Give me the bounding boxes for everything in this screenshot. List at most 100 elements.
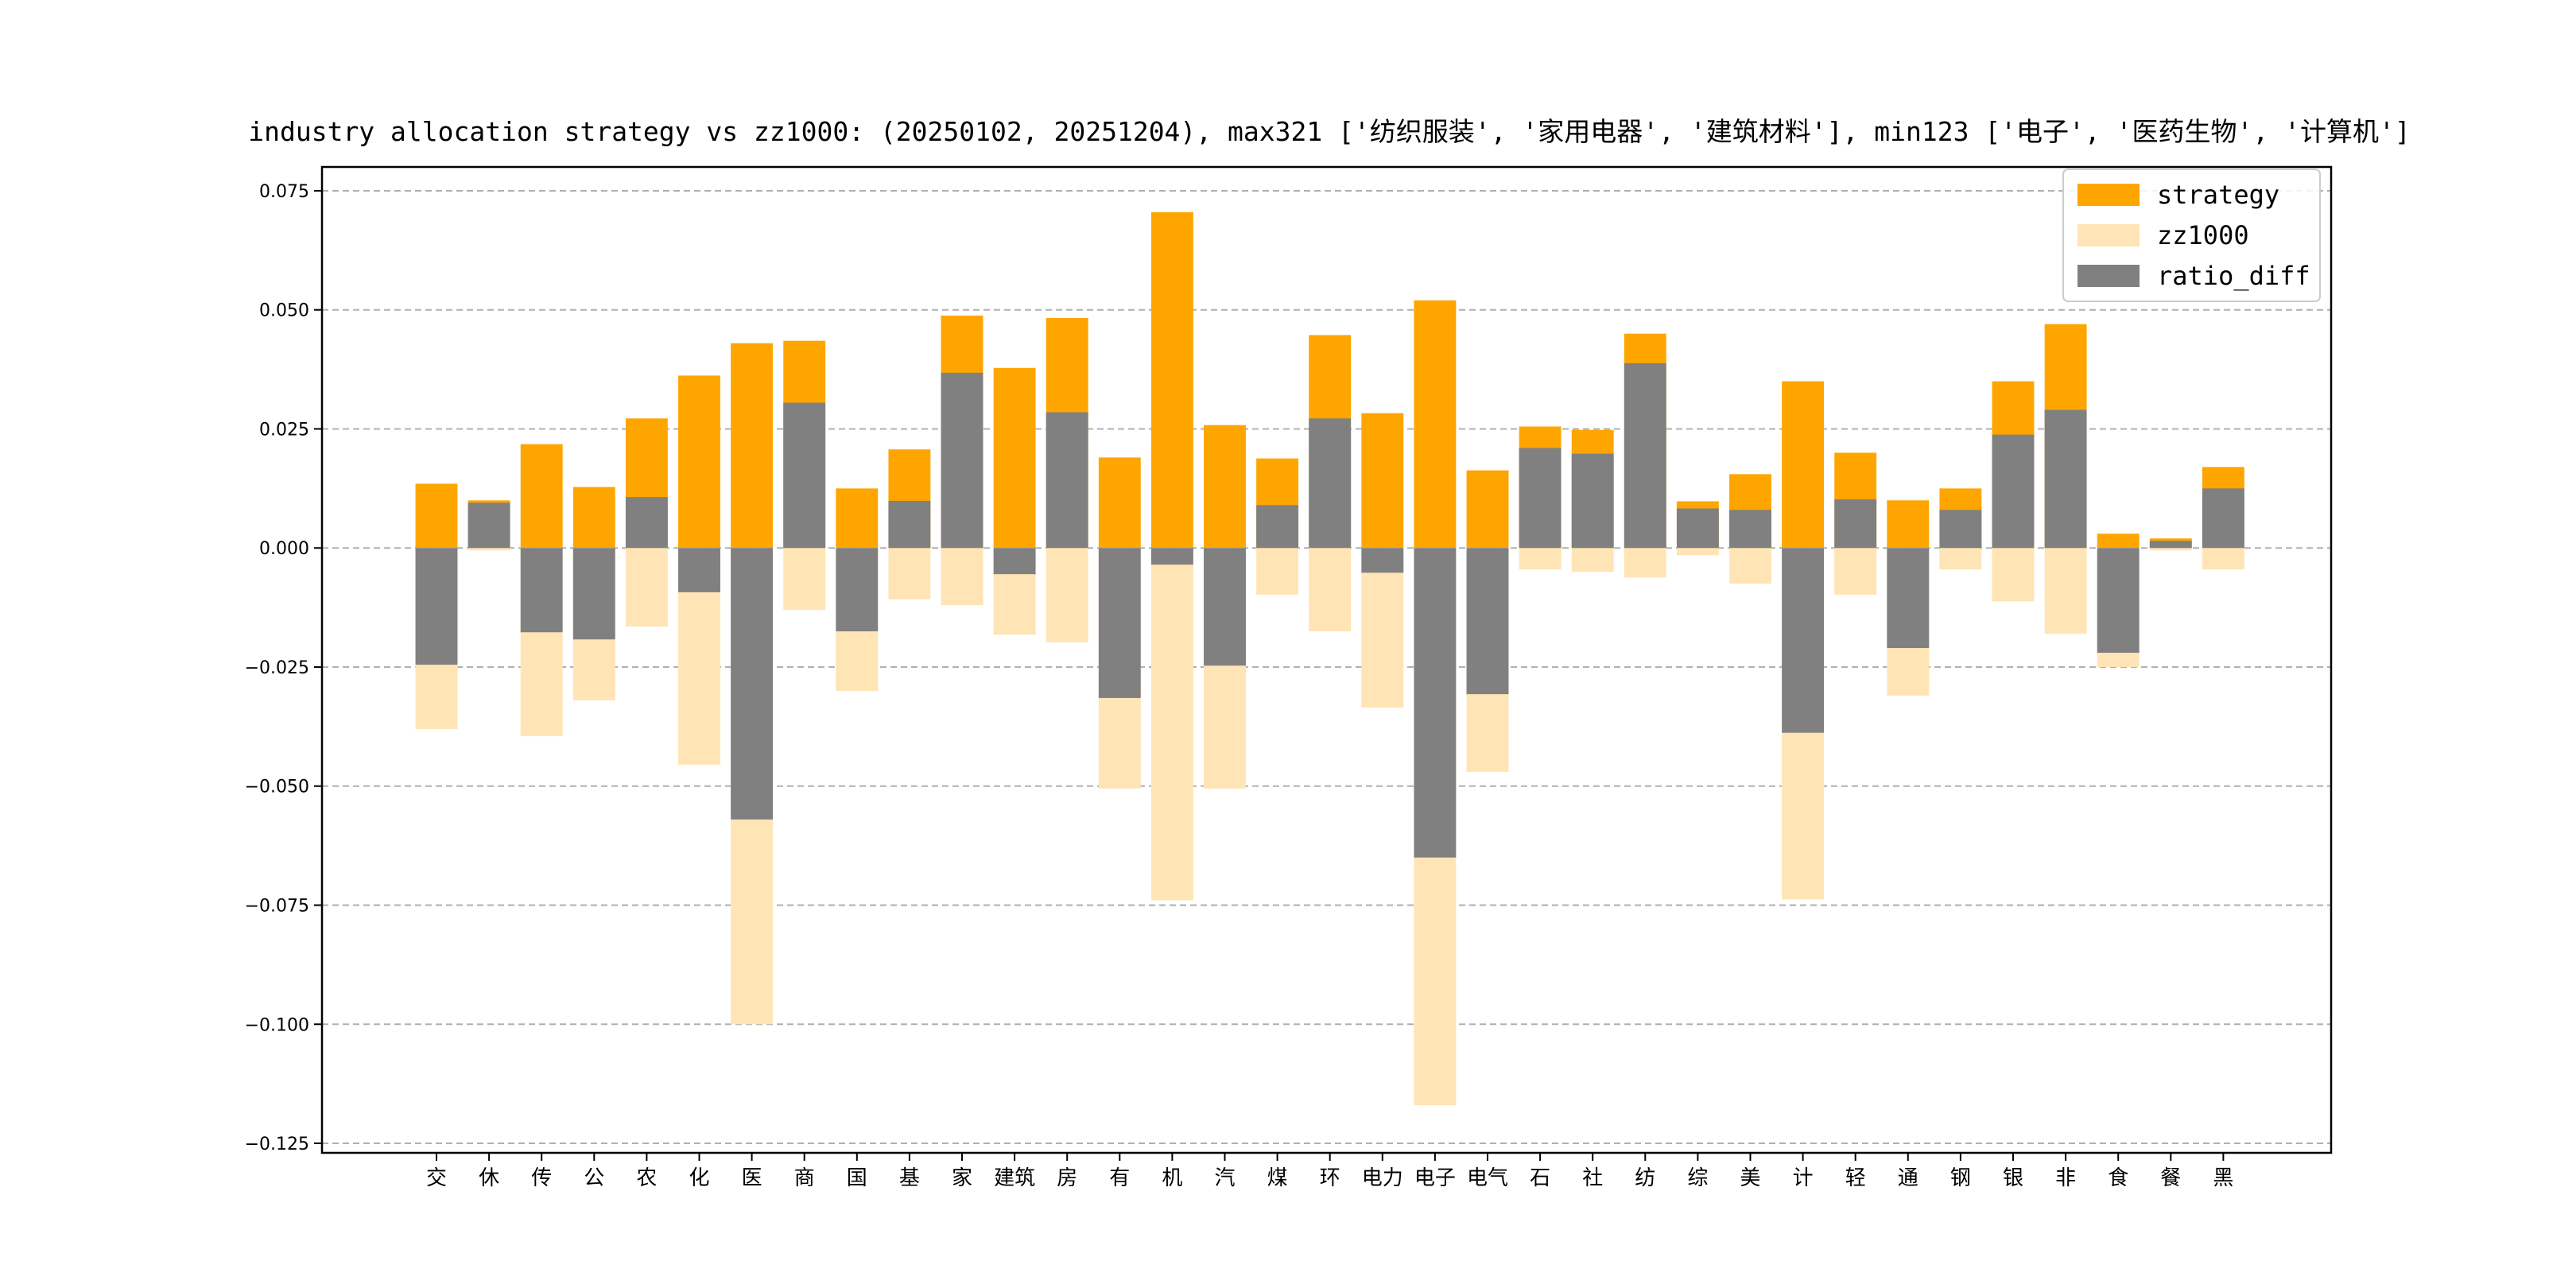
x-tick-label: 社	[1582, 1166, 1603, 1190]
bar-ratio-diff	[888, 500, 931, 549]
bar-ratio-diff	[1729, 510, 1771, 549]
bar-zz1000	[467, 548, 510, 551]
bar-ratio-diff	[1887, 548, 1930, 649]
bar-zz1000	[1992, 548, 2035, 602]
x-tick-label: 农	[636, 1166, 657, 1190]
x-tick-label: 钢	[1950, 1166, 1971, 1190]
bar-zz1000	[2149, 548, 2192, 551]
bar-strategy	[520, 444, 563, 549]
bar-strategy	[1098, 457, 1141, 549]
bar-zz1000	[1256, 548, 1299, 595]
x-tick-label: 银	[2003, 1166, 2023, 1190]
x-tick-label: 轻	[1845, 1166, 1866, 1190]
bar-strategy	[678, 375, 720, 549]
plot-area-frame	[320, 165, 2333, 1154]
legend: strategy zz1000 ratio_diff	[2062, 169, 2321, 302]
bar-strategy	[1887, 500, 1930, 549]
bar-ratio-diff	[415, 548, 458, 665]
y-tick-label: −0.050	[245, 778, 309, 797]
bar-ratio-diff	[731, 548, 774, 820]
bar-ratio-diff	[467, 502, 510, 549]
bar-strategy	[572, 487, 615, 549]
bar-zz1000	[1676, 548, 1719, 556]
bar-zz1000	[1624, 548, 1666, 578]
bar-zz1000	[1150, 548, 1193, 901]
x-tick-label: 家	[952, 1166, 972, 1190]
bar-ratio-diff	[1782, 548, 1825, 733]
x-tick-label: 综	[1687, 1166, 1708, 1190]
bar-strategy	[1466, 470, 1509, 549]
y-tick-label: −0.025	[245, 658, 309, 678]
x-tick-label: 化	[689, 1166, 709, 1190]
x-tick-label: 公	[584, 1166, 604, 1190]
bar-ratio-diff	[1098, 548, 1141, 698]
y-tick-label: 0.000	[259, 539, 309, 559]
y-tick-label: −0.075	[245, 897, 309, 917]
x-tick-label: 食	[2108, 1166, 2128, 1190]
bar-zz1000	[625, 548, 668, 627]
bar-ratio-diff	[1256, 505, 1299, 549]
bar-strategy	[2097, 533, 2140, 549]
bar-zz1000	[783, 548, 826, 611]
bar-ratio-diff	[1309, 418, 1352, 549]
bar-strategy	[1204, 425, 1246, 549]
x-tick-label: 电子	[1414, 1166, 1456, 1190]
x-tick-label: 有	[1109, 1166, 1130, 1190]
bar-zz1000	[1834, 548, 1877, 595]
y-tick-label: −0.100	[245, 1015, 309, 1035]
bar-ratio-diff	[1676, 508, 1719, 549]
chart-title: industry allocation strategy vs zz1000: …	[248, 116, 2411, 147]
x-tick-label: 医	[742, 1166, 762, 1190]
x-tick-label: 电气	[1467, 1166, 1508, 1190]
y-tick-label: −0.125	[245, 1135, 309, 1154]
bar-strategy	[1361, 413, 1404, 549]
legend-label: zz1000	[2157, 220, 2249, 250]
bar-ratio-diff	[993, 548, 1036, 575]
bar-strategy	[1150, 211, 1193, 549]
bar-zz1000	[2202, 548, 2244, 570]
bar-ratio-diff	[941, 372, 983, 549]
bar-zz1000	[1361, 548, 1404, 708]
x-tick-label: 餐	[2160, 1166, 2181, 1190]
legend-swatch	[2077, 224, 2140, 246]
x-axis: 交 休 传 公 农 化 医 商 国 基 家建筑房 有 机 汽 煤 环电力 电子 电气石 社 纺 综 美 计 轻 通 钢 银 非 食 餐 黑	[426, 1153, 2233, 1190]
x-tick-label: 汽	[1214, 1166, 1235, 1190]
bar-zz1000	[1939, 548, 1982, 570]
x-tick-label: 通	[1898, 1166, 1918, 1190]
x-tick-label: 机	[1162, 1166, 1182, 1190]
bar-strategy	[731, 343, 774, 549]
x-tick-label: 非	[2055, 1166, 2076, 1190]
bar-ratio-diff	[625, 497, 668, 549]
bar-ratio-diff	[678, 548, 720, 592]
x-tick-label: 纺	[1635, 1166, 1655, 1190]
bar-strategy	[836, 488, 879, 549]
x-tick-label: 电力	[1362, 1166, 1403, 1190]
legend-label: ratio_diff	[2157, 261, 2310, 291]
x-tick-label: 房	[1057, 1166, 1077, 1190]
bar-ratio-diff	[1466, 548, 1509, 695]
bar-ratio-diff	[1046, 412, 1088, 549]
bars	[415, 211, 2244, 1106]
x-tick-label: 休	[479, 1166, 499, 1190]
x-tick-label: 环	[1320, 1166, 1340, 1190]
bar-ratio-diff	[1834, 499, 1877, 549]
bar-zz1000	[941, 548, 983, 606]
bar-zz1000	[1309, 548, 1352, 632]
x-tick-label: 交	[426, 1166, 447, 1190]
bar-ratio-diff	[2202, 488, 2244, 549]
bar-zz1000	[888, 548, 931, 599]
bar-ratio-diff	[2044, 409, 2087, 549]
bar-zz1000	[2044, 548, 2087, 634]
x-tick-label: 建筑	[994, 1166, 1035, 1190]
y-axis: 0.075 0.050 0.025 0.000 −0.025 −0.050 −0.075 −0…	[245, 182, 322, 1154]
x-tick-label: 基	[899, 1166, 920, 1190]
legend-swatch	[2077, 265, 2140, 287]
y-tick-label: 0.075	[259, 182, 309, 202]
x-tick-label: 煤	[1267, 1166, 1288, 1190]
bar-ratio-diff	[2097, 548, 2140, 654]
bar-zz1000	[1571, 548, 1614, 572]
bar-strategy	[993, 367, 1036, 549]
x-tick-label: 美	[1740, 1166, 1760, 1190]
bar-ratio-diff	[1939, 510, 1982, 549]
